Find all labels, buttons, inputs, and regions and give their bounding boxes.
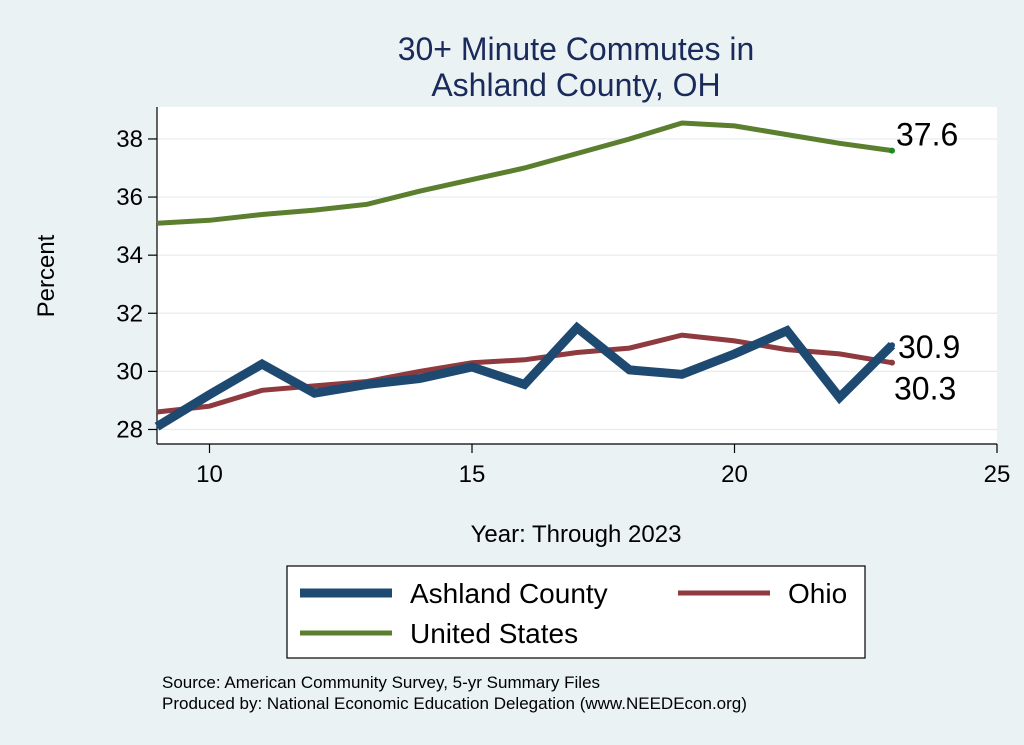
- series-line-united-states: [156, 120, 893, 226]
- legend: Ashland County Ohio United States: [286, 565, 866, 659]
- end-label-ashland-county: 30.9: [898, 329, 960, 365]
- y-tick-label-32: 32: [116, 300, 143, 327]
- gridlines: [157, 138, 997, 431]
- y-tick-label-36: 36: [116, 184, 143, 211]
- chart-title-line-2: Ashland County, OH: [431, 67, 720, 103]
- plot-area: [157, 107, 997, 444]
- endpoint-marker-ashland-county: [889, 342, 895, 349]
- legend-box: [286, 565, 866, 659]
- y-tick-label-38: 38: [116, 126, 143, 153]
- x-tick-label-15: 15: [459, 461, 486, 488]
- y-tick-label-34: 34: [116, 242, 143, 269]
- x-tick-label-20: 20: [721, 461, 748, 488]
- y-tick-label-30: 30: [116, 358, 143, 385]
- x-tick-label-10: 10: [196, 461, 223, 488]
- chart-title-line-1: 30+ Minute Commutes in: [398, 31, 755, 67]
- endpoint-marker-united-states: [889, 147, 895, 154]
- x-tick-label-25: 25: [984, 461, 1011, 488]
- legend-label-ashland-county: Ashland County: [410, 578, 608, 609]
- legend-label-ohio: Ohio: [788, 578, 847, 609]
- series-line-ohio: [156, 332, 893, 415]
- axes: 28 30 32 34 36 38 10 15 20 25: [116, 107, 1010, 488]
- y-axis-title: Percent: [33, 234, 60, 317]
- x-axis-title: Year: Through 2023: [471, 521, 682, 548]
- series-lines: [154, 120, 896, 431]
- end-label-united-states: 37.6: [896, 117, 958, 153]
- end-label-ohio: 30.3: [894, 371, 956, 407]
- end-labels: 30.9 30.3 37.6: [894, 117, 960, 407]
- endpoint-marker-ohio: [889, 359, 895, 366]
- y-tick-label-28: 28: [116, 416, 143, 443]
- series-line-ashland-county: [154, 321, 896, 431]
- producer-note: Produced by: National Economic Education…: [162, 694, 747, 713]
- legend-label-united-states: United States: [410, 618, 578, 649]
- source-note: Source: American Community Survey, 5-yr …: [162, 673, 600, 692]
